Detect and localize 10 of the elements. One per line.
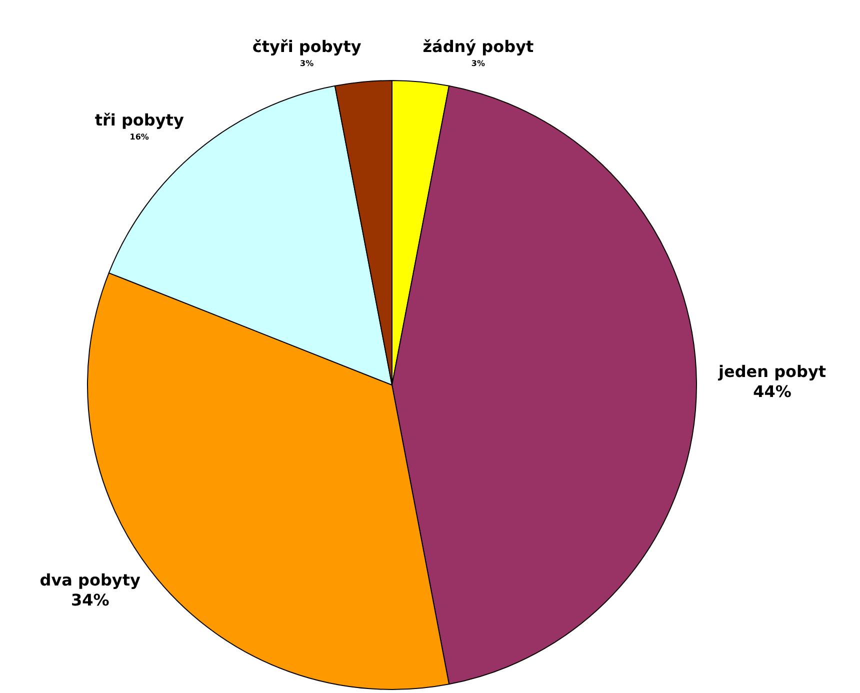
slice-label: dva pobyty (40, 570, 141, 590)
data-label: 34% (70, 590, 110, 610)
data-label: 16% (130, 132, 149, 142)
data-label: 3% (300, 59, 314, 68)
slice-label: jeden pobyt (718, 362, 826, 382)
slice-label: žádný pobyt (422, 37, 534, 56)
slice-label: čtyři pobyty (252, 37, 362, 56)
data-label: 44% (753, 382, 792, 402)
data-label: 3% (471, 59, 485, 68)
slice-label: tři pobyty (94, 110, 184, 130)
